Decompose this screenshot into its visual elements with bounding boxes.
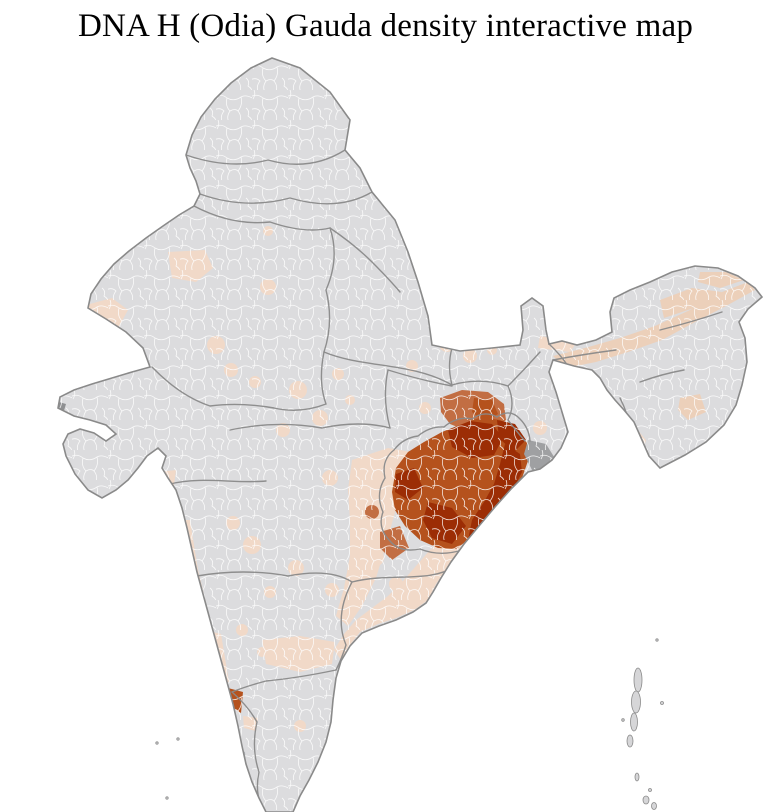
region-tripura-district[interactable] xyxy=(608,404,621,426)
district-border-overlay xyxy=(58,58,762,812)
lakshadweep-islands xyxy=(156,738,179,799)
andaman-nicobar-islands xyxy=(622,639,664,810)
map-title: DNA H (Odia) Gauda density interactive m… xyxy=(77,8,694,44)
region-goa-district[interactable] xyxy=(184,612,197,640)
